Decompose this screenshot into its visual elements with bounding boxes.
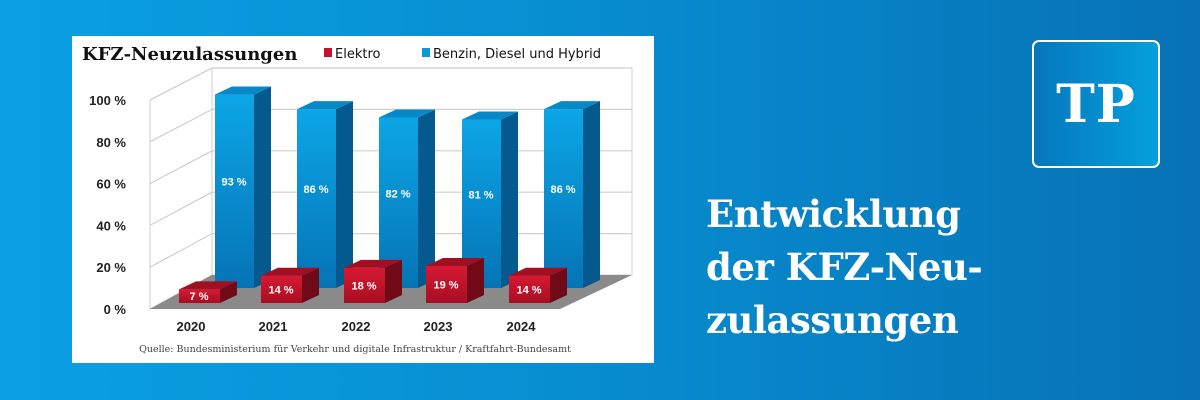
headline-line: zulassungen xyxy=(706,298,959,342)
bar-elektro-top xyxy=(344,259,402,268)
bar-elektro-top xyxy=(509,267,567,276)
bar-benzin-diesel-hybrid-top xyxy=(379,109,435,118)
bar-benzin-diesel-hybrid-top xyxy=(297,101,353,110)
bar-benzin-diesel-hybrid xyxy=(544,109,583,289)
bar-elektro-side xyxy=(302,267,319,303)
bar-data-label: 86 % xyxy=(550,184,575,196)
bar-elektro-side xyxy=(220,281,237,303)
bar-data-label: 86 % xyxy=(303,184,328,196)
bar-elektro-side xyxy=(467,257,484,303)
bar-data-label: 93 % xyxy=(221,176,246,188)
bar-benzin-diesel-hybrid-side xyxy=(583,101,600,289)
logo-text: TP xyxy=(1056,73,1136,135)
gridline xyxy=(149,233,213,268)
y-tick-label: 0 % xyxy=(104,302,127,317)
bar-data-label: 14 % xyxy=(268,284,293,296)
gridline xyxy=(149,108,213,143)
tp-logo: TP xyxy=(1032,40,1160,168)
bar-data-label: 81 % xyxy=(468,190,493,202)
bar-benzin-diesel-hybrid xyxy=(379,117,418,288)
left-wall xyxy=(149,67,213,310)
x-tick-label: 2023 xyxy=(424,319,453,334)
x-tick-label: 2020 xyxy=(177,319,206,334)
bar-elektro xyxy=(261,275,302,303)
bar-elektro-side xyxy=(550,267,567,303)
x-tick-label: 2022 xyxy=(342,319,371,334)
gridline xyxy=(149,67,213,101)
legend-swatch-benzin xyxy=(422,48,430,57)
bar-benzin-diesel-hybrid-side xyxy=(501,111,518,289)
bar-benzin-diesel-hybrid-top xyxy=(215,86,271,95)
bar-benzin-diesel-hybrid-side xyxy=(254,86,271,288)
headline-line: der KFZ-Neu- xyxy=(706,245,983,289)
y-tick-label: 60 % xyxy=(96,177,126,192)
chart-title: KFZ-Neuzulassungen xyxy=(82,44,297,65)
legend-swatch-elektro xyxy=(324,48,332,57)
chart-panel: 0 % 20 % 40 % 60 % 80 % 100 % 93 % 86 % 82 % 81 %… xyxy=(72,36,654,363)
gridline xyxy=(149,191,213,226)
bar-benzin-diesel-hybrid-top xyxy=(544,101,600,110)
bar-elektro xyxy=(426,265,467,303)
bar-benzin-diesel-hybrid xyxy=(215,94,254,288)
bar-data-label: 14 % xyxy=(516,284,541,296)
x-tick-label: 2024 xyxy=(507,319,537,334)
bar-data-label: 82 % xyxy=(385,189,410,201)
y-tick-label: 100 % xyxy=(89,93,126,108)
bar-data-label: 18 % xyxy=(351,280,376,292)
y-tick-label: 80 % xyxy=(96,135,126,150)
bar-benzin-diesel-hybrid-top xyxy=(462,111,518,120)
headline: Entwicklung der KFZ-Neu- zulassungen xyxy=(706,188,983,347)
bar-benzin-diesel-hybrid-side xyxy=(336,101,353,289)
gridline xyxy=(149,150,213,185)
bar-chart: 0 % 20 % 40 % 60 % 80 % 100 % 93 % 86 % 82 % 81 %… xyxy=(82,44,633,355)
source-note: Quelle: Bundesministerium für Verkehr un… xyxy=(139,344,571,355)
legend-label: Benzin, Diesel und Hybrid xyxy=(433,47,601,62)
bar-elektro-side xyxy=(385,259,402,303)
legend-label: Elektro xyxy=(335,47,381,62)
x-tick-label: 2021 xyxy=(259,319,288,334)
bar-elektro-top xyxy=(179,281,237,290)
bar-elektro xyxy=(509,275,550,303)
bar-elektro-top xyxy=(261,267,319,276)
bar-benzin-diesel-hybrid-side xyxy=(418,109,435,288)
headline-line: Entwicklung xyxy=(706,192,961,236)
bar-elektro xyxy=(344,267,385,303)
bar-data-label: 19 % xyxy=(433,279,458,291)
y-tick-label: 20 % xyxy=(96,260,126,275)
bar-data-label: 7 % xyxy=(190,291,209,303)
bar-elektro xyxy=(179,289,220,303)
bar-benzin-diesel-hybrid xyxy=(297,109,336,289)
bar-elektro-top xyxy=(426,257,484,266)
y-tick-label: 40 % xyxy=(96,218,126,233)
